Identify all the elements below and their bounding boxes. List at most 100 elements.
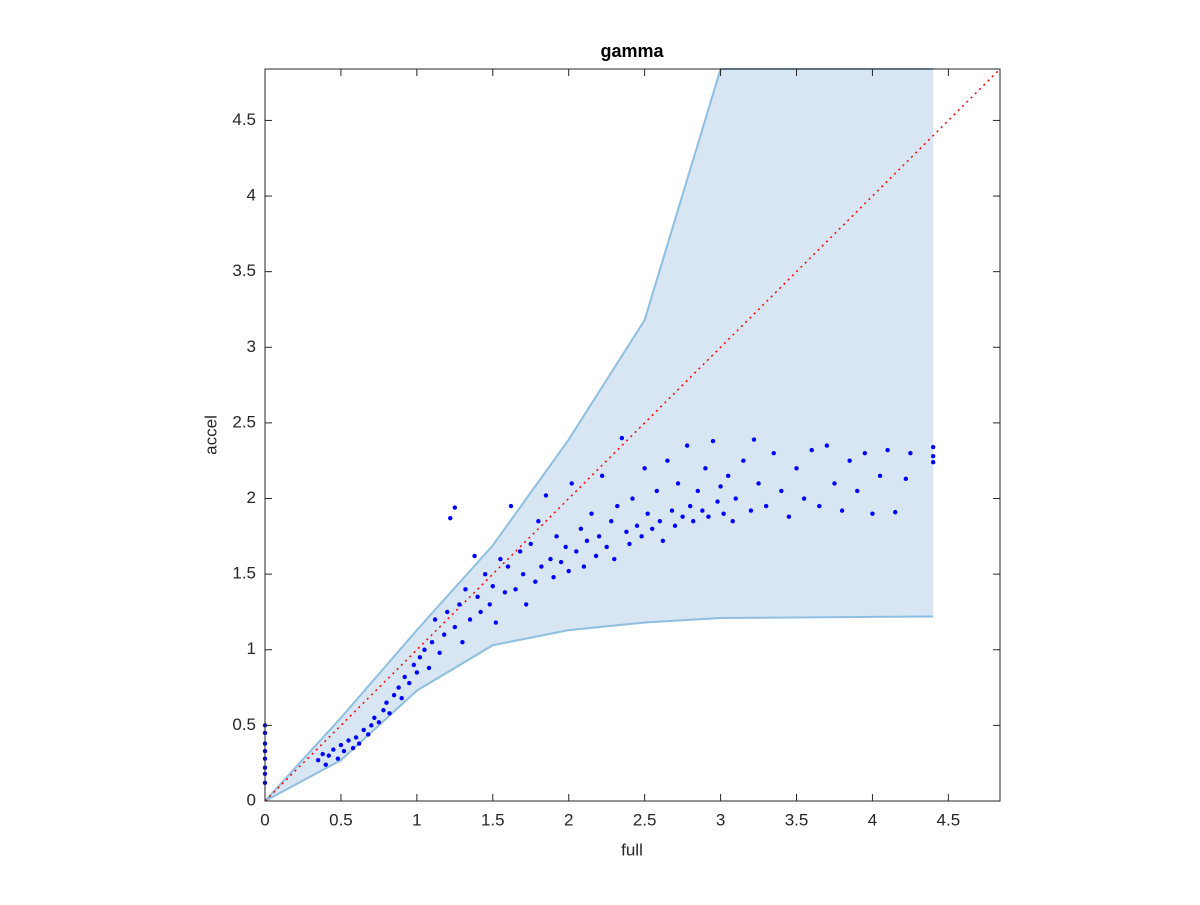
data-point [801,496,807,501]
data-point [543,493,549,498]
data-point [771,450,776,456]
x-tick-label: 3.5 [785,810,809,829]
data-point [441,632,447,637]
data-point [384,700,389,705]
data-point [794,466,799,471]
data-point [824,443,830,448]
data-point [372,715,377,721]
data-point [695,488,700,494]
data-point [574,549,579,554]
data-point [885,447,890,453]
data-point [642,466,647,471]
data-point [341,748,347,754]
data-point [684,443,690,448]
data-point [563,544,568,550]
data-point [604,544,609,550]
data-point [437,650,442,655]
data-point [703,466,708,471]
data-point [930,444,936,450]
y-tick-label: 2.5 [232,412,256,431]
data-point [391,692,397,698]
data-point [356,741,362,746]
y-tick-label: 4.5 [232,110,256,129]
data-point [627,541,632,547]
data-point [326,753,331,758]
data-point [725,473,731,479]
data-point [809,447,814,453]
data-point [593,553,599,559]
data-point [569,481,574,486]
data-point [654,488,659,494]
data-point [748,508,754,513]
x-tick-label: 2.5 [633,810,657,829]
data-point [688,503,693,509]
data-point [596,534,602,539]
data-point [700,508,705,513]
data-point [624,529,629,534]
data-point [432,617,438,622]
data-point [578,526,584,531]
data-point [361,727,366,733]
data-point [478,609,483,615]
data-point [457,602,462,607]
data-point [399,695,404,701]
data-point [414,670,420,675]
x-tick-label: 4.5 [937,810,961,829]
data-point [502,590,508,595]
data-point [710,438,716,444]
data-point [366,732,371,737]
data-point [930,460,936,465]
x-axis-label: full [621,840,643,859]
data-point [718,484,723,489]
data-point [320,751,325,757]
data-point [472,553,477,559]
x-tick-label: 0 [260,810,269,829]
data-point [930,453,936,459]
data-point [650,526,655,531]
data-point [779,488,784,494]
data-point [376,720,382,725]
data-point [460,639,465,645]
data-point [721,511,726,516]
data-point [715,499,720,504]
data-point [566,568,571,574]
data-point [672,523,678,528]
data-point [599,473,605,479]
data-point [331,747,336,752]
data-point [369,723,374,728]
band-upper-edge [264,68,934,802]
data-point [839,508,845,513]
data-point [817,503,822,509]
data-point [523,602,529,607]
data-point [508,503,514,509]
data-point [855,488,860,494]
data-point [422,647,427,652]
data-point [706,514,711,519]
axes-box [264,68,1001,802]
reference-line [264,68,1001,802]
data-point [639,534,644,539]
y-axis-label: accel [201,415,220,455]
data-point [396,685,401,690]
data-point [870,511,875,516]
data-point [533,579,538,584]
y-tick-label: 0 [247,790,256,809]
data-point [730,519,735,524]
data-point [786,514,792,519]
plot-area: 0 0.5 1 1.5 2 2.5 3 3.5 4 4.5 0 0.5 1 1.5 2 2.5 3 3.5 4 4.5 [232,68,1001,829]
data-point [338,742,344,748]
data-point [669,508,675,513]
data-point [520,571,526,577]
data-point [657,519,663,524]
data-point [346,738,351,743]
data-point [536,519,541,524]
data-point [452,505,458,510]
data-point [548,556,553,562]
data-point [612,556,617,562]
data-point [467,617,473,622]
data-point [493,620,499,625]
data-point [498,556,503,562]
data-point [645,511,650,516]
data-point [862,450,868,456]
